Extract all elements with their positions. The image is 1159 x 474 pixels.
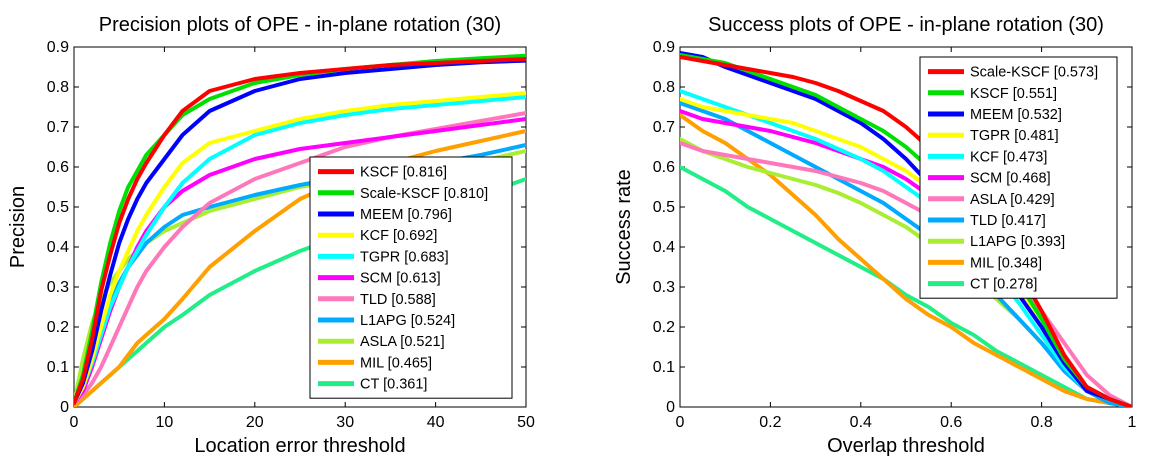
x-tick-label: 1 (1128, 414, 1137, 431)
series-line (74, 91, 526, 405)
legend-entry: CT [0.361] (360, 377, 427, 393)
series-line (74, 57, 526, 405)
series-line (680, 53, 1132, 407)
legend-entry: SCM [0.468] (970, 171, 1051, 187)
y-tick-label: 0.4 (47, 239, 69, 256)
legend-entry: MIL [0.465] (360, 355, 432, 371)
legend-entry: KCF [0.692] (360, 228, 437, 244)
y-tick-label: 0.9 (653, 39, 675, 56)
y-tick-label: 0.1 (47, 359, 69, 376)
chart-title: Success plots of OPE - in-plane rotation… (708, 14, 1104, 36)
legend-entry: Scale-KSCF [0.810] (360, 186, 488, 202)
x-tick-label: 10 (156, 414, 174, 431)
legend: KSCF [0.816] Scale-KSCF [0.810] MEEM [0.79… (309, 156, 513, 399)
legend-entry: KCF [0.473] (970, 149, 1047, 165)
y-tick-label: 0.1 (653, 359, 675, 376)
series-line (680, 165, 1132, 407)
legend-entry: TLD [0.417] (970, 213, 1046, 229)
legend-entry: ASLA [0.521] (360, 334, 445, 350)
legend-entry: MEEM [0.532] (970, 107, 1062, 123)
legend-entry: SCM [0.613] (360, 271, 441, 287)
chart-title: Precision plots of OPE - in-plane rotati… (99, 14, 501, 36)
legend-entry: L1APG [0.393] (970, 234, 1065, 250)
x-tick-label: 20 (246, 414, 264, 431)
y-tick-label: 0.3 (47, 279, 69, 296)
y-tick-label: 0.6 (653, 159, 675, 176)
y-axis-label: Success rate (613, 169, 635, 285)
series-lines (74, 53, 526, 407)
x-tick-label: 0.8 (1030, 414, 1052, 431)
x-axis-label: Overlap threshold (827, 435, 985, 457)
series-line (680, 113, 1132, 407)
legend-entry: TLD [0.588] (360, 292, 436, 308)
series-line (74, 58, 526, 405)
x-tick-label: 0.6 (940, 414, 962, 431)
legend-entry: TGPR [0.683] (360, 249, 449, 265)
legend-entry: Scale-KSCF [0.573] (970, 65, 1098, 81)
y-tick-label: 0.7 (653, 119, 675, 136)
legend-entry: L1APG [0.524] (360, 313, 455, 329)
x-tick-label: 0 (70, 414, 79, 431)
series-line (74, 95, 526, 405)
series-line (680, 51, 1132, 407)
y-tick-label: 0 (666, 399, 675, 416)
y-tick-label: 0.4 (653, 239, 675, 256)
y-tick-label: 0.9 (47, 39, 69, 56)
x-tick-label: 0.4 (850, 414, 872, 431)
y-axis-label: Precision (7, 186, 29, 268)
y-tick-label: 0.8 (653, 79, 675, 96)
y-tick-label: 0.6 (47, 159, 69, 176)
series-line (680, 141, 1132, 407)
legend-entry: KSCF [0.816] (360, 165, 447, 181)
series-line (680, 101, 1132, 407)
x-tick-label: 0.2 (759, 414, 781, 431)
chart-1: Precision plots of OPE - in-plane rotati… (7, 14, 535, 457)
y-tick-label: 0.2 (47, 319, 69, 336)
series-lines (680, 51, 1132, 407)
legend-entry: KSCF [0.551] (970, 86, 1057, 102)
y-tick-label: 0.2 (653, 319, 675, 336)
x-tick-label: 30 (336, 414, 354, 431)
x-tick-label: 40 (427, 414, 445, 431)
y-tick-label: 0.5 (47, 199, 69, 216)
legend-entry: MEEM [0.796] (360, 207, 452, 223)
legend: Scale-KSCF [0.573] KSCF [0.551] MEEM [0.53… (919, 56, 1118, 299)
y-tick-label: 0.5 (653, 199, 675, 216)
y-tick-label: 0.3 (653, 279, 675, 296)
legend-entry: TGPR [0.481] (970, 128, 1059, 144)
legend-entry: CT [0.278] (970, 277, 1037, 293)
x-axis-label: Location error threshold (194, 435, 405, 457)
legend-entry: ASLA [0.429] (970, 192, 1055, 208)
x-tick-label: 0 (676, 414, 685, 431)
y-tick-label: 0.8 (47, 79, 69, 96)
chart-2: Success plots of OPE - in-plane rotation… (613, 14, 1137, 457)
x-tick-label: 50 (517, 414, 535, 431)
series-line (680, 55, 1132, 407)
y-tick-label: 0.7 (47, 119, 69, 136)
y-tick-label: 0 (60, 399, 69, 416)
legend-entry: MIL [0.348] (970, 255, 1042, 271)
